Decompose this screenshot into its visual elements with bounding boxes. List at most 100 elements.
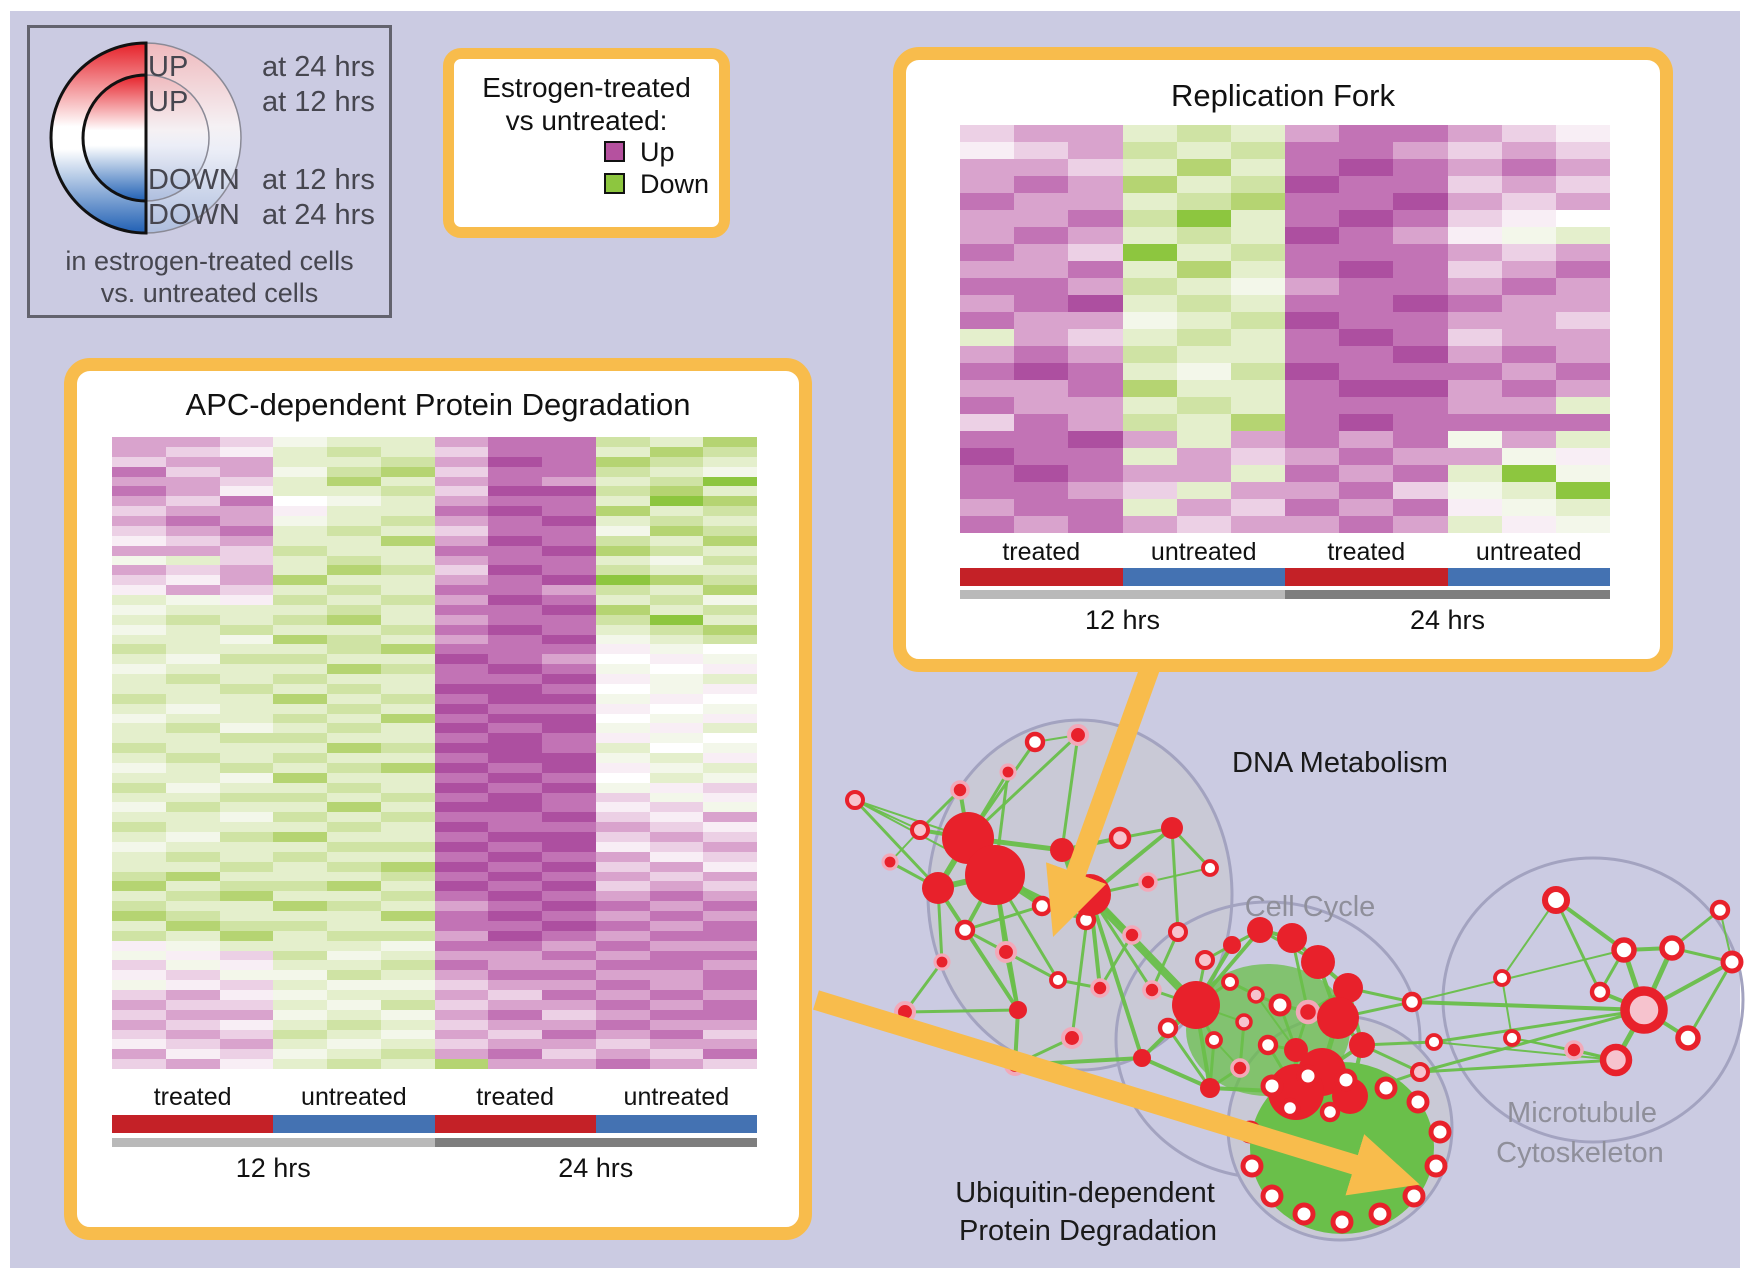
gene-node-w <box>1611 937 1637 963</box>
gene-node-p <box>845 790 865 810</box>
gene-node-p <box>1108 826 1132 850</box>
network-edge <box>853 798 940 890</box>
gene-node-w <box>1296 1064 1320 1088</box>
gene-node-w <box>1503 1029 1521 1047</box>
gene-node-p <box>1247 986 1265 1004</box>
gene-node-w <box>954 919 976 941</box>
hr24-bar-icon <box>1285 590 1610 599</box>
updown-legend-box: UP at 24 hrs UP at 12 hrs DOWN at 12 hrs… <box>27 25 392 318</box>
legend-time: at 12 hrs <box>262 164 375 196</box>
legend-word: DOWN <box>148 164 240 196</box>
gene-node-w <box>1260 1074 1284 1098</box>
gene-node-s <box>1277 923 1307 953</box>
legend-footer-line2: vs. untreated cells <box>100 278 319 308</box>
key-title-line1: Estrogen-treated <box>482 72 691 103</box>
rf-group-label: untreated <box>1475 538 1582 566</box>
gene-node-s <box>1284 1038 1308 1062</box>
gene-node-s <box>1317 997 1359 1039</box>
gene-node-w <box>1292 1202 1316 1226</box>
treated-bar-icon <box>112 1115 274 1133</box>
rf-panel-title: Replication Fork <box>1171 78 1395 113</box>
gene-node-w <box>1425 1033 1443 1051</box>
cell-cycle-label: Cell Cycle <box>1245 891 1376 923</box>
network-edge <box>1410 1000 1646 1012</box>
apc-time-labels: 12 hrs 24 hrs <box>112 1153 757 1184</box>
apc-group-labels: treated untreated treated untreated <box>112 1083 757 1112</box>
legend-time: at 12 hrs <box>262 86 375 118</box>
network-edge <box>1501 977 1513 1039</box>
apc-condition-bars <box>112 1115 757 1133</box>
network-edge <box>1418 1058 1618 1074</box>
key-item-up-label: Up <box>640 137 675 167</box>
network-edge <box>1686 960 1734 1040</box>
apc-group-label: untreated <box>623 1083 730 1111</box>
gene-node-r <box>1230 1058 1250 1078</box>
gene-node-w <box>1024 731 1046 753</box>
network-edge <box>1150 930 1180 992</box>
gene-node-s <box>1200 1078 1220 1098</box>
network-edge <box>1554 898 1602 994</box>
gene-node-s <box>1133 1049 1151 1067</box>
network-edge <box>1140 1056 1212 1090</box>
gene-node-s <box>922 872 954 904</box>
legend-time: at 24 hrs <box>262 199 375 231</box>
network-edge <box>1170 826 1180 934</box>
gene-node-p <box>1410 1062 1430 1082</box>
network-edge <box>1511 1037 1617 1061</box>
network-edge <box>1147 867 1211 883</box>
gene-node-w <box>1268 993 1292 1017</box>
gene-node-s <box>1050 838 1074 862</box>
treated-bar-icon <box>1285 568 1448 586</box>
gene-node-r <box>994 940 1018 964</box>
apc-group-label: untreated <box>301 1083 407 1111</box>
network-edge <box>1060 733 1080 852</box>
gene-node-w <box>1049 971 1067 989</box>
gene-node-w <box>1319 1101 1341 1123</box>
rf-heatmap <box>960 125 1610 533</box>
up-swatch-icon <box>604 141 625 162</box>
gene-node-p <box>1620 986 1668 1034</box>
hr12-bar-icon <box>960 590 1285 599</box>
untreated-bar-icon <box>595 1115 757 1133</box>
cluster-microtubule-cytoskeleton <box>1441 856 1745 1144</box>
gene-node-s <box>1349 1032 1375 1058</box>
network-edge <box>1166 1026 1212 1090</box>
gene-node-w <box>1205 1031 1223 1049</box>
key-item-down-label: Down <box>640 169 710 199</box>
estrogen-key-box: Estrogen-treated vs untreated: Up Down <box>443 48 730 238</box>
key-item-down: Down <box>454 169 719 201</box>
gene-node-r <box>1122 925 1142 945</box>
network-edge <box>1432 1008 1646 1044</box>
untreated-bar-icon <box>1122 568 1285 586</box>
gene-node-p <box>1235 1013 1253 1031</box>
callout-arrows <box>813 664 1420 1196</box>
gene-node-w <box>1402 1184 1426 1208</box>
gene-node-r <box>1295 999 1321 1025</box>
network-edge <box>1554 898 1626 952</box>
gene-node-w <box>1709 899 1731 921</box>
legend-time: at 24 hrs <box>262 51 375 83</box>
legend-word: DOWN <box>148 199 240 231</box>
gene-node-r <box>1138 872 1158 892</box>
microtubule-1-label: Microtubule <box>1507 1097 1657 1129</box>
gene-node-r <box>950 780 970 800</box>
hr24-bar-icon <box>434 1138 757 1147</box>
network-edge <box>1098 933 1134 990</box>
apc-panel-title: APC-dependent Protein Degradation <box>185 387 691 422</box>
arrow-replication-to-dna-icon <box>1045 664 1160 938</box>
key-title-line2: vs untreated: <box>505 105 668 136</box>
network-edge <box>903 1008 1020 1014</box>
gene-node-w <box>1221 973 1239 991</box>
gene-node-w <box>1720 950 1744 974</box>
gene-node-w <box>1428 1120 1452 1144</box>
rf-group-label: treated <box>1002 538 1081 566</box>
dna-metabolism-label: DNA Metabolism <box>1232 747 1448 779</box>
gene-node-w <box>1493 969 1511 987</box>
arrow-apc-to-ubiquitin-icon <box>813 990 1420 1196</box>
apc-time-label-12: 12 hrs <box>235 1153 311 1183</box>
network-edge <box>936 886 1020 1012</box>
apc-group-label: treated <box>476 1083 555 1111</box>
gene-node-r <box>1066 723 1090 747</box>
network-svg: DNA Metabolism Cell Cycle Microtubule Cytos… <box>813 664 1745 1247</box>
